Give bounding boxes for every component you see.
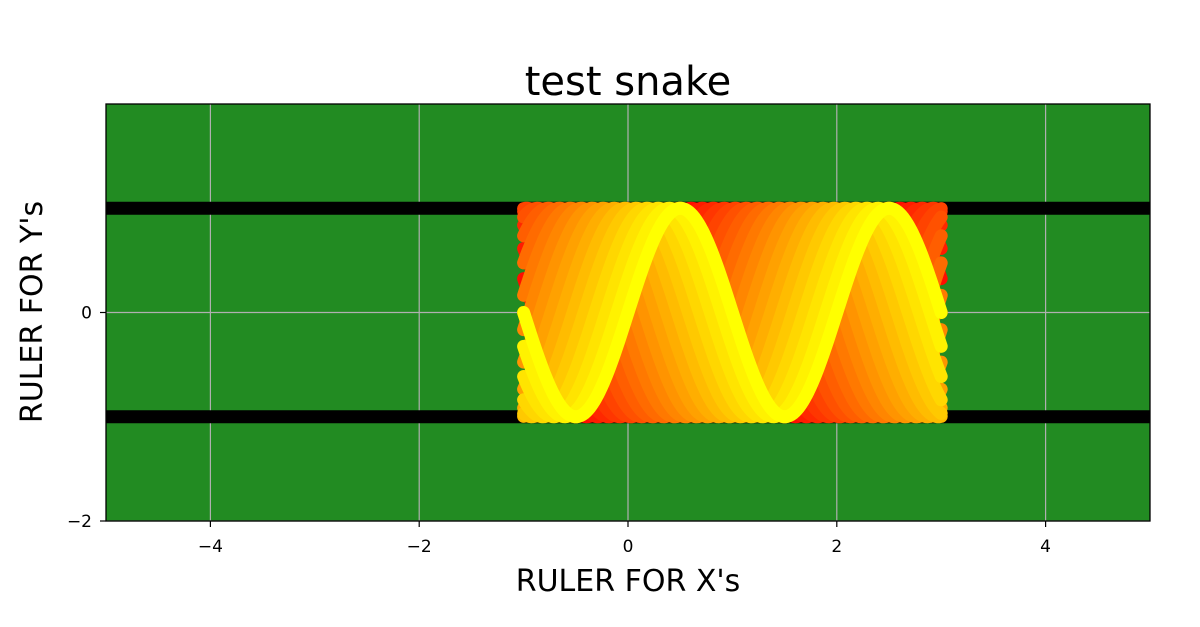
x-tick-label: 2 [831, 537, 842, 557]
snake-series [517, 201, 948, 424]
snake-trail-line [517, 201, 948, 424]
x-tick-label: 0 [623, 537, 634, 557]
x-axis-label: RULER FOR X's [516, 564, 741, 599]
axis-ticks: −4 −2 0 2 4 −2 0 [67, 304, 1051, 558]
snake-trail-line [517, 201, 948, 424]
x-tick-label: 4 [1040, 537, 1051, 557]
chart-title: test snake [525, 59, 732, 105]
y-tick-label: −2 [67, 512, 92, 532]
x-tick-label: −4 [198, 537, 223, 557]
y-tick-label: 0 [81, 304, 92, 324]
x-tick-label: −2 [407, 537, 432, 557]
snake-trail-line [517, 201, 948, 424]
y-axis-label: RULER FOR Y's [15, 201, 50, 423]
